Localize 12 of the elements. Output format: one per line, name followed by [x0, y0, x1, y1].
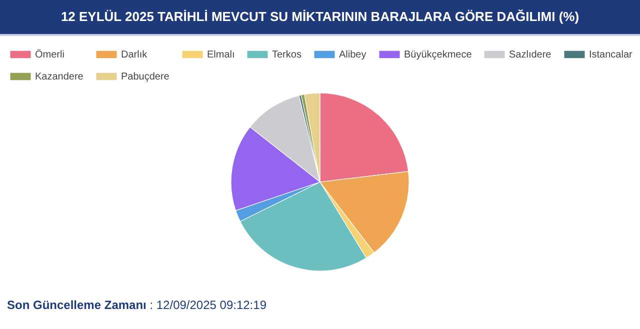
legend-label: Elmalı	[207, 50, 235, 60]
legend-label: Kazandere	[35, 72, 84, 82]
legend-label: Alibey	[339, 50, 366, 60]
legend-label: Büyükçekmece	[404, 50, 472, 60]
legend-label: Pabuçdere	[121, 72, 170, 82]
legend-label: Ömerli	[35, 48, 64, 60]
legend-label: Istancalar	[589, 50, 634, 60]
legend-label: Darlık	[121, 50, 148, 60]
text: Son Güncelleme Zamanı : 12/09/2025 09:12:19	[7, 298, 266, 312]
legend-label: Terkos	[272, 50, 302, 60]
chart-title: 12 EYLÜL 2025 TARİHLİ MEVCUT SU MİKTARININ BARAJLARA GÖRE DAĞILIMI (%)	[0, 0, 640, 36]
legend-label: Sazlıdere	[509, 50, 552, 60]
